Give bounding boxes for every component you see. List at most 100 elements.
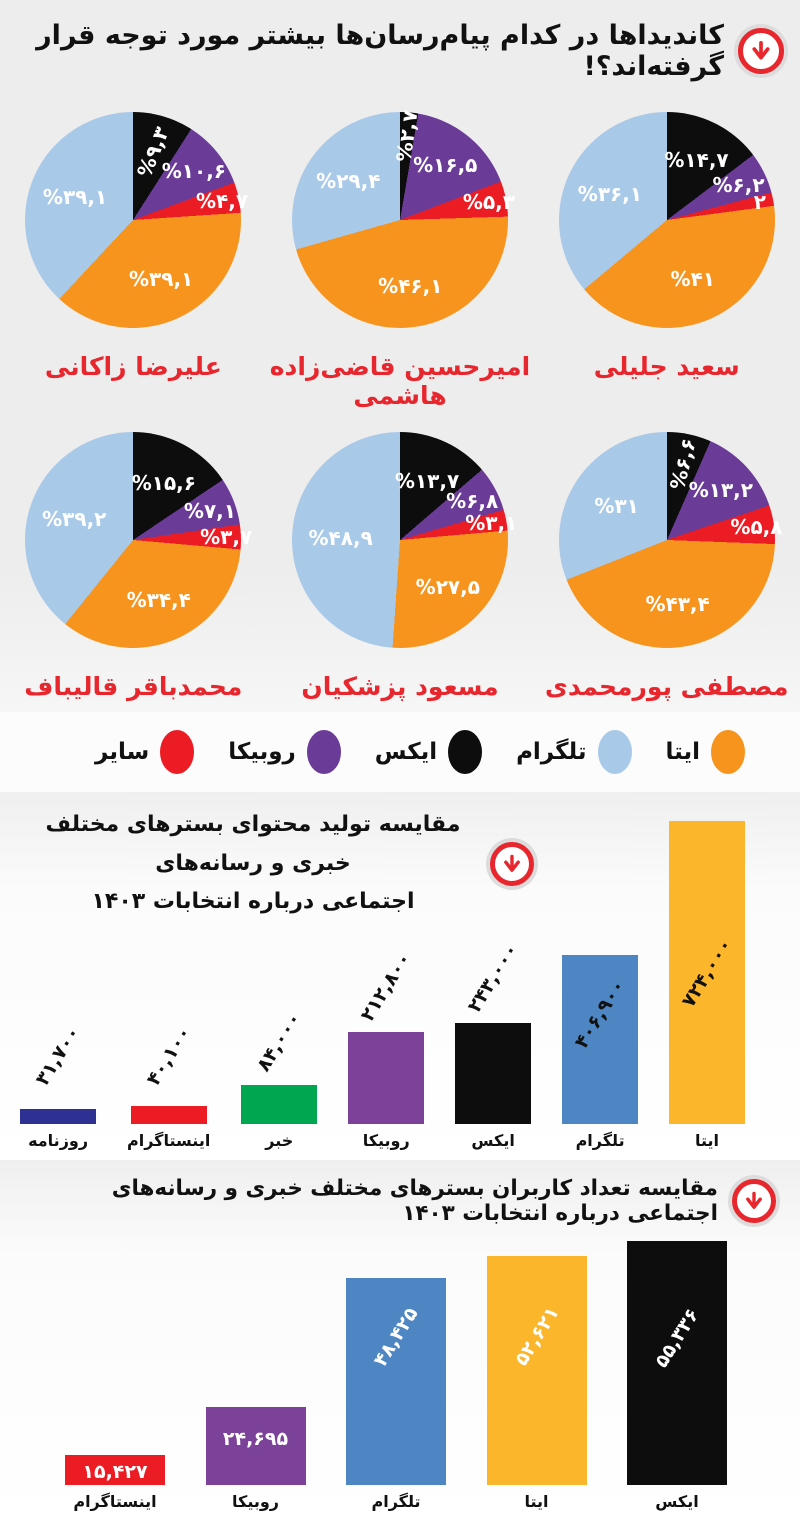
pie-slice-label: %۱۰,۶	[161, 159, 227, 184]
bar-stage: ۴۰۶,۹۰۰	[562, 812, 639, 1124]
bar-category-label: تلگرام	[371, 1492, 421, 1511]
down-arrow-badge-icon	[490, 841, 534, 886]
bar-column-ایکس: ۲۴۳,۰۰۰ ایکس	[455, 812, 532, 1160]
candidate-name: علیرضا زاکانی	[44, 352, 222, 381]
other-color-dot	[160, 730, 195, 774]
legend-label: روبیکا	[228, 739, 296, 765]
bar-value-label: ۸۴,۰۰۰	[252, 1008, 306, 1076]
telegram-color-dot	[597, 730, 632, 774]
content-production-bar-chart: مقایسه تولید محتوای بسترهای مختلف خبری و…	[0, 792, 800, 1160]
candidate-name: امیرحسین قاضی‌زاده هاشمی	[269, 352, 531, 410]
pie-card: %۱۵,۶ %۷,۱ %۳,۷ %۳۴,۴ %۳۹,۲ محمدباقر قالیباف	[0, 432, 267, 701]
bar-column-روزنامه: ۳۱,۷۰۰ روزنامه	[20, 812, 97, 1160]
bar-rect	[20, 1109, 97, 1124]
pie-slice-label: %۲۷,۵	[415, 574, 480, 599]
pie-chart-2: %۲,۷ %۱۶,۵ %۵,۳ %۴۶,۱ %۲۹,۴	[292, 109, 515, 328]
bar-rect	[669, 821, 745, 1124]
bar-column-اینستاگرام: ۴۰,۱۰۰ اینستاگرام	[127, 812, 210, 1160]
pie-card: %۶,۶ %۱۳,۲ %۵,۸ %۴۳,۴ %۳۱ مصطفی پورمحمدی	[533, 432, 800, 701]
pie-slice-label: %۳۴,۴	[126, 587, 191, 612]
bar-stage: ۵۵,۳۳۶	[627, 1233, 727, 1485]
pie-slice-label: %۳۱	[594, 494, 639, 518]
legend-item-other: سایر	[95, 730, 195, 774]
pie-slice-label: %۳۹,۱	[128, 266, 194, 291]
bar-stage: ۲۴,۶۹۵	[205, 1233, 306, 1485]
pie-slice-label: %۳,۱	[465, 510, 518, 535]
rubika-color-dot	[306, 730, 341, 774]
pie-slice-label: %۴۳,۴	[645, 591, 710, 616]
bar-stage: ۴۰,۱۰۰	[130, 812, 207, 1124]
bar-stage: ۲۱۲,۸۰۰	[348, 812, 425, 1124]
x-color-dot	[448, 730, 483, 774]
pie-slice-label: %۵,۳	[462, 190, 515, 215]
bar-chart-2-bars: ۵۵,۳۳۶ ایکس ۵۲,۶۲۱ ایتا ۴۸,۴۲۵ تلگرام ۲۴,۶۹۵ رو…	[0, 1233, 800, 1521]
bar-rect	[65, 1455, 165, 1485]
bar-stage: ۲۴۳,۰۰۰	[455, 812, 532, 1124]
bar-value-label: ۲۱۲,۸۰۰	[356, 948, 416, 1026]
bar-chart-2-title: مقایسه تعداد کاربران بسترهای مختلف خبری …	[111, 1176, 718, 1226]
pie-slice-label: ۲	[753, 189, 767, 214]
pie-slice-label: %۴,۷	[196, 189, 249, 213]
bar-chart-1-bars: ۷۲۴,۰۰۰ ایتا ۴۰۶,۹۰۰ تلگرام ۲۴۳,۰۰۰ ایکس ۲۱۲,۸…	[0, 812, 800, 1160]
bar-stage: ۴۸,۴۲۵	[346, 1233, 446, 1485]
bar-rect	[627, 1241, 727, 1485]
bar-value-label: ۴۰,۱۰۰	[142, 1022, 196, 1090]
down-arrow-badge-icon	[738, 28, 784, 74]
bar-category-label: ایکس	[471, 1131, 515, 1150]
pie-charts-section: کاندیداها در کدام پیام‌رسان‌ها بیشتر مور…	[0, 0, 800, 712]
candidate-name: سعید جلیلی	[593, 352, 740, 381]
pie-card: %۹,۳ %۱۰,۶ %۴,۷ %۳۹,۱ %۳۹,۱ علیرضا زاکانی	[0, 112, 267, 410]
pie-slice-label: %۱۳,۷	[394, 469, 460, 494]
pie-slice-label: %۷,۱	[183, 498, 236, 523]
pie-chart-6: %۱۵,۶ %۷,۱ %۳,۷ %۳۴,۴ %۳۹,۲	[25, 432, 252, 648]
bar-category-label: خبر	[265, 1131, 294, 1150]
bar-value-label: ۲۴,۶۹۵	[222, 1428, 289, 1450]
main-title-row: کاندیداها در کدام پیام‌رسان‌ها بیشتر مور…	[0, 0, 800, 82]
pie-chart-3: %۹,۳ %۱۰,۶ %۴,۷ %۳۹,۱ %۳۹,۱	[25, 112, 248, 328]
page-title: کاندیداها در کدام پیام‌رسان‌ها بیشتر مور…	[36, 20, 724, 82]
bar-rect	[346, 1278, 446, 1485]
bar-stage: ۷۲۴,۰۰۰	[669, 812, 745, 1124]
bar-column-تلگرام: ۴۰۶,۹۰۰ تلگرام	[562, 812, 639, 1160]
eitaa-color-dot	[711, 730, 745, 774]
bar-chart-2-title-row: مقایسه تعداد کاربران بسترهای مختلف خبری …	[0, 1160, 800, 1226]
pie-slice-label: %۳۹,۲	[42, 507, 107, 532]
legend-label: تلگرام	[516, 739, 587, 765]
pie-slice-label: %۵,۸	[730, 514, 783, 539]
pie-slice-label: %۶,۲	[712, 173, 765, 198]
candidate-name: مسعود پزشکیان	[301, 672, 499, 701]
bar-column-ایتا: ۵۲,۶۲۱ ایتا	[486, 1233, 587, 1521]
bar-stage: ۱۵,۴۲۷	[65, 1233, 165, 1485]
pie-chart-5: %۱۳,۷ %۶,۸ %۳,۱ %۲۷,۵ %۴۸,۹	[292, 432, 517, 648]
bar-column-اینستاگرام: ۱۵,۴۲۷ اینستاگرام	[65, 1233, 165, 1521]
pie-slice-label: %۶,۸	[446, 488, 499, 513]
legend-item-x: ایکس	[375, 730, 483, 774]
legend-item-telegram: تلگرام	[516, 730, 632, 774]
bar-value-label: ۳۱,۷۰۰	[31, 1022, 85, 1090]
bar-category-label: ایتا	[524, 1492, 549, 1511]
pie-slice-label: %۱۳,۲	[688, 478, 753, 503]
bar-category-label: روزنامه	[28, 1131, 89, 1150]
bar-chart-1-title-line1: مقایسه تولید محتوای بسترهای مختلف خبری و…	[45, 812, 461, 876]
bar-chart-1-title-line2: اجتماعی درباره انتخابات ۱۴۰۳	[91, 889, 415, 914]
users-count-bar-chart: مقایسه تعداد کاربران بسترهای مختلف خبری …	[0, 1160, 800, 1521]
pie-slice-label: %۴۶,۱	[378, 274, 443, 299]
bar-column-روبیکا: ۲۴,۶۹۵ روبیکا	[205, 1233, 306, 1521]
pie-slice-label: %۱۶,۵	[413, 152, 478, 177]
bar-value-label: ۱۵,۴۲۷	[82, 1461, 148, 1483]
bar-category-label: اینستاگرام	[73, 1492, 157, 1511]
bar-column-ایکس: ۵۵,۳۳۶ ایکس	[627, 1233, 727, 1521]
bar-category-label: روبیکا	[362, 1131, 410, 1150]
bar-category-label: اینستاگرام	[127, 1131, 211, 1150]
legend-item-rubika: روبیکا	[228, 730, 341, 774]
bar-rect	[562, 955, 639, 1124]
bar-category-label: ایتا	[694, 1131, 720, 1150]
bar-rect	[455, 1023, 532, 1124]
pie-slice-label: %۱۴,۷	[664, 148, 729, 173]
bar-rect	[205, 1407, 306, 1485]
bar-column-ایتا: ۷۲۴,۰۰۰ ایتا	[669, 812, 745, 1160]
pie-grid: %۱۴,۷ %۶,۲ ۲ %۴۱ %۳۶,۱ سعید جلیلی %۲,۷ %۱۶,۵ %۵,…	[0, 109, 800, 701]
legend-item-eitaa: ایتا	[665, 730, 745, 774]
pie-chart-1: %۱۴,۷ %۶,۲ ۲ %۴۱ %۳۶,۱	[558, 112, 775, 328]
